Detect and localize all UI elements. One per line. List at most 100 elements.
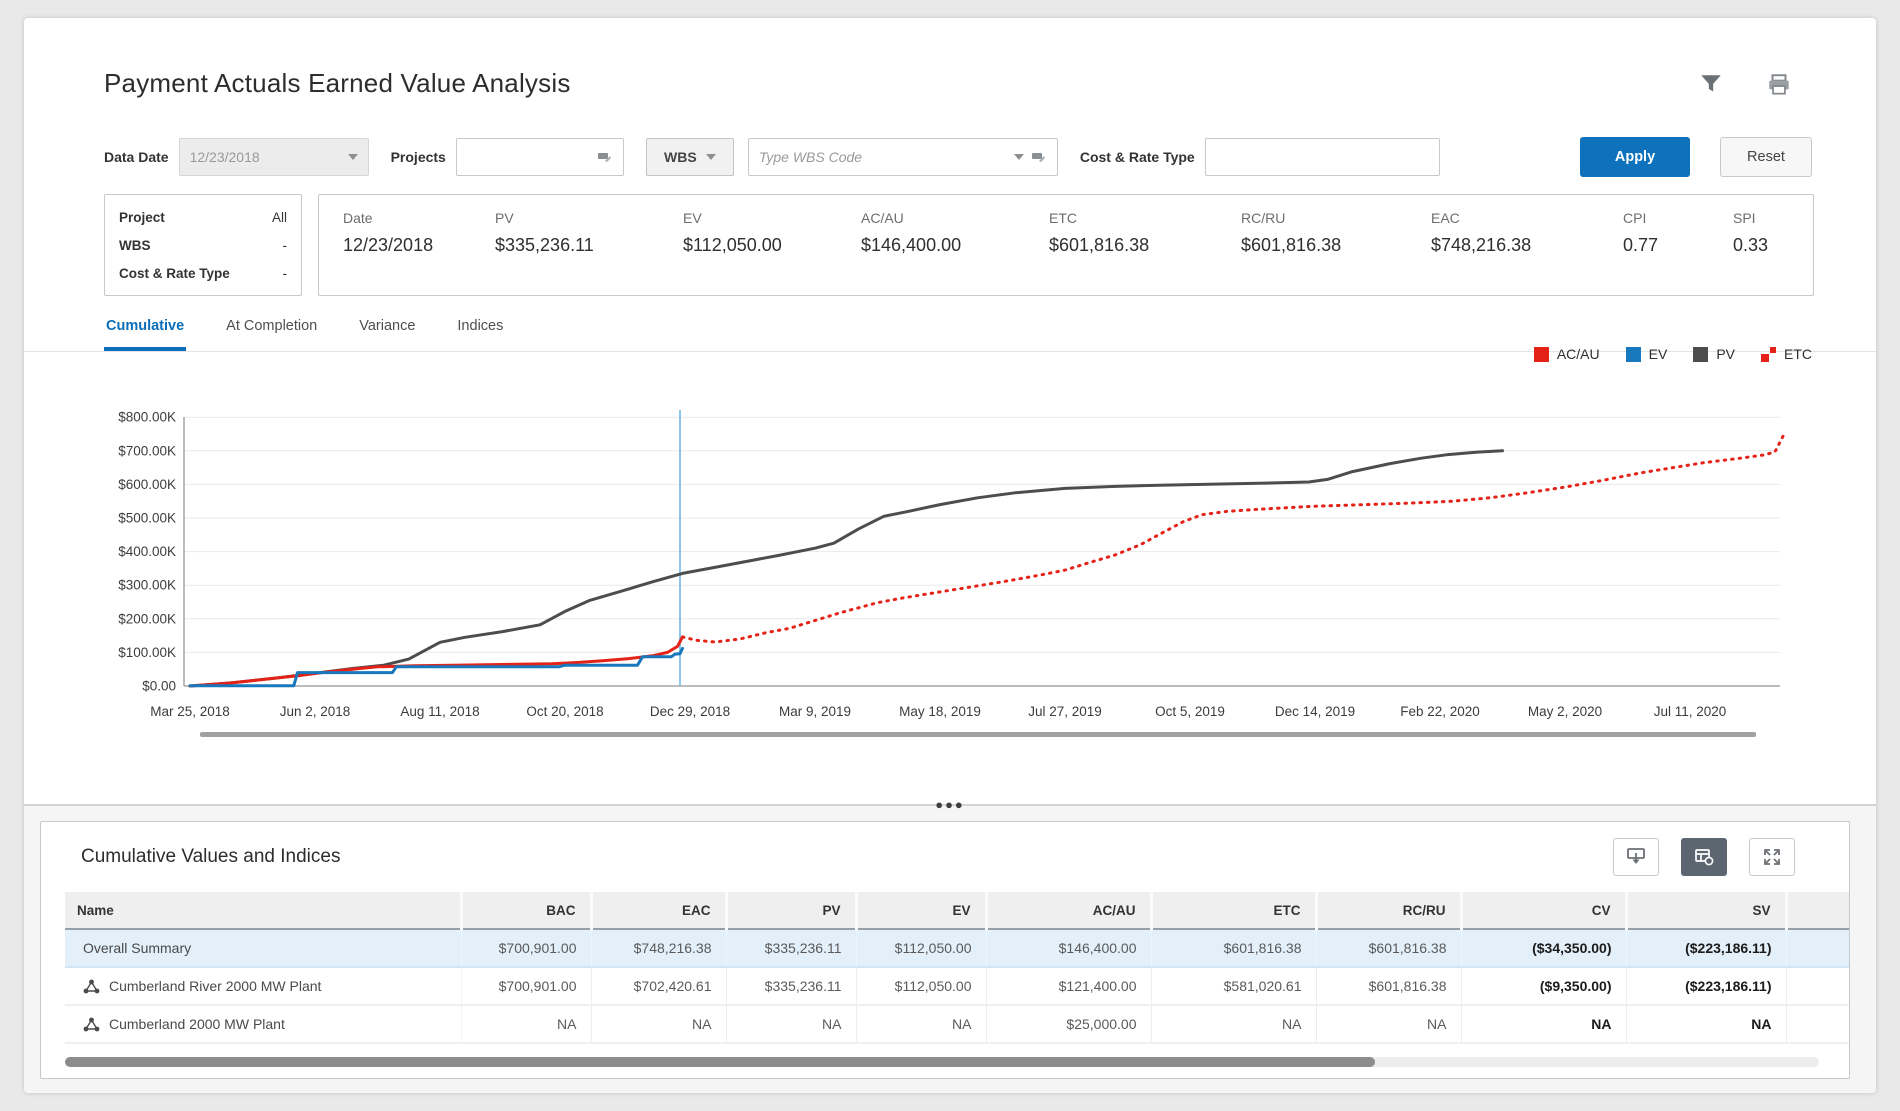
data-date-input[interactable] [189,149,348,165]
cell-ev: $112,050.00 [856,967,987,1006]
picker-icon[interactable] [596,149,613,166]
legend-item-ev: EV [1625,346,1667,362]
wbs-code-field[interactable] [747,138,1058,176]
row-name-cell: Cumberland 2000 MW Plant [65,1005,462,1044]
scope-box: Project All WBS - Cost & Rate Type - [104,194,302,296]
printer-icon[interactable] [1766,72,1792,98]
svg-text:$300.00K: $300.00K [118,578,176,593]
cell-ev: NA [856,1005,987,1044]
export-chart-icon [1627,848,1645,864]
cell-pv: NA [726,1005,857,1044]
col-header-eac[interactable]: EAC [589,892,726,930]
col-header-cv[interactable]: CV [1459,892,1626,930]
col-header-acau[interactable]: AC/AU [984,892,1151,930]
cost-rate-type-field[interactable] [1204,138,1440,176]
export-chart-button[interactable] [1613,838,1659,876]
svg-text:$200.00K: $200.00K [118,611,176,626]
data-date-label: Data Date [104,149,169,165]
col-header-pv[interactable]: PV [724,892,856,930]
svg-text:Dec 14, 2019: Dec 14, 2019 [1275,704,1355,719]
scope-value: - [282,238,288,254]
table-row-cumberland[interactable]: Cumberland 2000 MW Plant NA NA NA NA $25… [65,1005,1849,1044]
metrics-box: Date 12/23/2018 PV $335,236.11 EV $112,0… [318,194,1814,296]
table-header-row: Name BAC EAC PV EV AC/AU ETC RC/RU CV SV [65,892,1849,930]
data-date-field[interactable] [178,138,369,176]
scope-label: Project [119,210,165,225]
evm-chart: $0.00 $100.00K $200.00K $300.00K $400.00K $50… [64,370,1836,768]
col-header-ev[interactable]: EV [854,892,986,930]
table-hscroll-track[interactable] [65,1057,1819,1067]
wbs-code-input[interactable] [758,149,1014,165]
cell-etc: $601,816.38 [1151,929,1317,968]
svg-text:Jul 27, 2019: Jul 27, 2019 [1028,704,1102,719]
wbs-type-select[interactable]: WBS [645,138,734,176]
svg-text:Jun 2, 2018: Jun 2, 2018 [280,704,351,719]
filter-bar: Data Date Projects WBS Cost & Rate Type [104,136,1812,178]
chevron-down-icon [705,154,716,160]
cell-eac: NA [591,1005,727,1044]
table-hscroll-thumb[interactable] [65,1057,1375,1067]
scope-label: Cost & Rate Type [119,266,230,282]
row-name-cell: Overall Summary [65,929,462,968]
row-name-cell: Cumberland River 2000 MW Plant [65,967,462,1006]
table-row-overall-summary[interactable]: Overall Summary $700,901.00 $748,216.38 … [65,929,1849,968]
cell-rcru: NA [1316,1005,1462,1044]
tab-indices[interactable]: Indices [457,318,504,334]
bottom-section: ●●● Cumulative Values and Indices [24,798,1876,1093]
svg-text:Jul 11, 2020: Jul 11, 2020 [1654,704,1727,719]
col-header-rcru[interactable]: RC/RU [1314,892,1461,930]
svg-text:$400.00K: $400.00K [118,544,176,559]
cell-pv: $335,236.11 [726,929,857,968]
cell-acau: $121,400.00 [986,967,1152,1006]
header-actions [1698,72,1792,98]
svg-text:Aug 11, 2018: Aug 11, 2018 [400,704,479,719]
cell-clipped: ($ [1786,967,1849,1006]
metric-cpi: CPI 0.77 [1623,210,1659,255]
projects-field[interactable] [455,138,624,176]
scope-project: Project All [119,205,287,231]
chevron-down-icon [347,154,358,160]
wbs-node-icon [83,979,100,994]
col-header-name[interactable]: Name [65,892,461,930]
projects-input[interactable] [466,149,590,165]
svg-text:Oct 5, 2019: Oct 5, 2019 [1155,704,1225,719]
app-window: Payment Actuals Earned Value Analysis Da… [24,18,1876,1093]
table-row-cumberland-river[interactable]: Cumberland River 2000 MW Plant $700,901.… [65,967,1849,1006]
cost-rate-type-input[interactable] [1215,149,1429,165]
col-header-sv[interactable]: SV [1624,892,1786,930]
filter-funnel-icon[interactable] [1698,72,1724,98]
wbs-node-icon [83,1017,100,1032]
legend-item-etc: ETC [1761,346,1812,362]
cost-rate-type-label: Cost & Rate Type [1079,149,1195,165]
chart-time-scrollbar[interactable] [200,732,1756,737]
metric-ev: EV $112,050.00 [683,210,782,255]
svg-text:$600.00K: $600.00K [118,477,176,492]
col-header-etc[interactable]: ETC [1149,892,1316,930]
expand-button[interactable] [1749,838,1795,876]
cell-cv: ($9,350.00) [1461,967,1627,1006]
panel-splitter-handle[interactable]: ●●● [935,797,965,812]
cell-eac: $702,420.61 [591,967,727,1006]
apply-button[interactable]: Apply [1580,137,1690,177]
tab-cumulative[interactable]: Cumulative [104,314,187,351]
svg-text:Mar 25, 2018: Mar 25, 2018 [150,704,230,719]
cell-rcru: $601,816.38 [1316,929,1462,968]
values-table: Name BAC EAC PV EV AC/AU ETC RC/RU CV SV… [65,892,1849,1044]
metric-acau: AC/AU $146,400.00 [861,210,962,255]
svg-text:Dec 29, 2018: Dec 29, 2018 [650,704,730,719]
legend-swatch [1693,346,1709,362]
reset-button[interactable]: Reset [1720,137,1812,177]
panel-title: Cumulative Values and Indices [81,846,341,867]
chevron-down-icon [1013,154,1024,160]
table-settings-button[interactable] [1681,838,1727,876]
tab-variance[interactable]: Variance [359,318,416,334]
col-header-bac[interactable]: BAC [459,892,591,930]
cell-clipped [1786,1005,1849,1044]
scope-value: - [282,266,288,282]
tab-at-completion[interactable]: At Completion [226,318,318,334]
chart-legend: AC/AU EV PV ETC [1533,346,1812,362]
picker-icon[interactable] [1030,149,1047,166]
cell-clipped: ($4 [1786,929,1849,968]
cell-rcru: $601,816.38 [1316,967,1462,1006]
cell-sv: ($223,186.11) [1626,967,1787,1006]
